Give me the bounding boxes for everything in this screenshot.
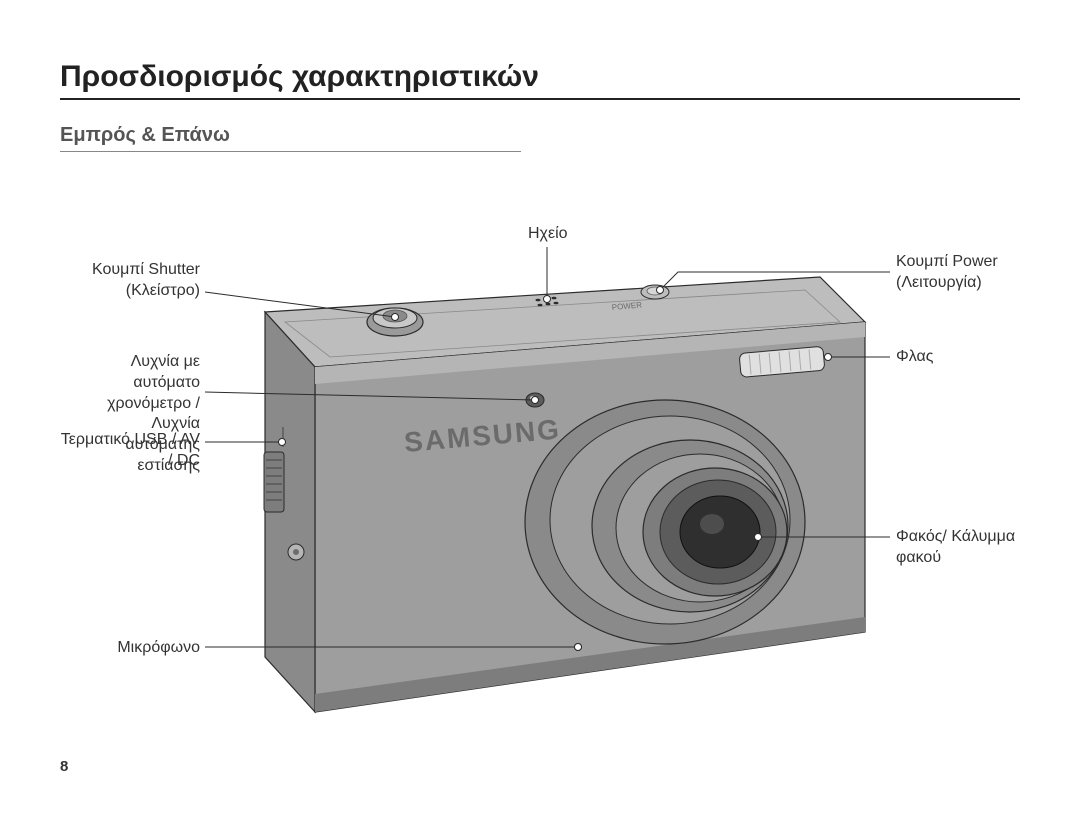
callout-usb: Τερματικό USB / AV / DC <box>60 430 200 472</box>
callout-power: Κουμπί Power (Λειτουργία) <box>896 252 998 294</box>
callout-speaker: Ηχείο <box>528 224 568 245</box>
callout-shutter: Κουμπί Shutter (Κλείστρο) <box>60 260 200 302</box>
callout-lens: Φακός/ Κάλυμμα φακού <box>896 527 1015 569</box>
callout-shutter-l2: (Κλείστρο) <box>60 281 200 302</box>
camera-illustration: POWER SAMSUNG <box>60 192 1020 752</box>
callout-lens-l1: Φακός/ Κάλυμμα <box>896 527 1015 548</box>
page-subtitle: Εμπρός & Επάνω <box>60 124 521 152</box>
callout-power-l1: Κουμπί Power <box>896 252 998 273</box>
callout-mic: Μικρόφωνο <box>60 638 200 659</box>
callout-flash-l1: Φλας <box>896 347 933 368</box>
callout-lens-l2: φακού <box>896 548 1015 569</box>
callout-selftimer-l1: Λυχνία με αυτόματο <box>60 352 200 394</box>
page-title: Προσδιορισμός χαρακτηριστικών <box>60 60 1020 100</box>
callout-usb-l1: Τερματικό USB / AV <box>60 430 200 451</box>
manual-page: Προσδιορισμός χαρακτηριστικών Εμπρός & Ε… <box>0 0 1080 815</box>
callout-mic-l1: Μικρόφωνο <box>60 638 200 659</box>
callout-flash: Φλας <box>896 347 933 368</box>
callout-speaker-l1: Ηχείο <box>528 224 568 245</box>
callout-shutter-l1: Κουμπί Shutter <box>60 260 200 281</box>
camera-diagram: POWER SAMSUNG <box>60 192 1020 752</box>
page-number: 8 <box>60 758 68 775</box>
callout-selftimer-l2: χρονόμετρο / Λυχνία <box>60 394 200 436</box>
callout-power-l2: (Λειτουργία) <box>896 273 998 294</box>
callout-usb-l2: / DC <box>60 451 200 472</box>
